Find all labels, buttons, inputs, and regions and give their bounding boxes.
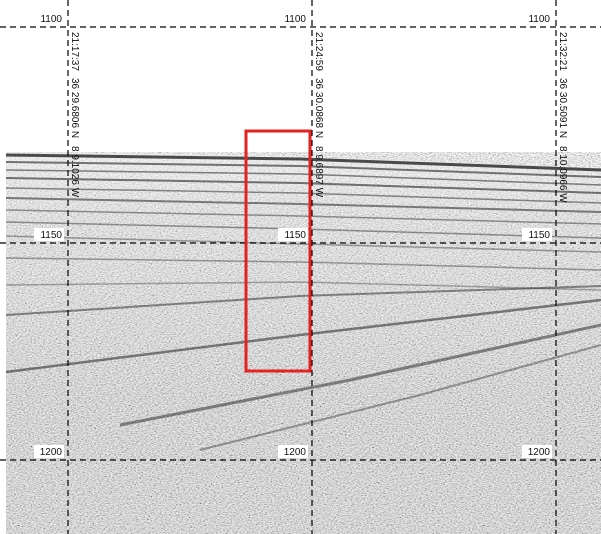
depth-label: 1100 (284, 14, 306, 25)
depth-label: 1150 (284, 230, 306, 241)
longitude-label: 8 9.6897 W (313, 146, 324, 198)
position-label: 21:24:59 36 30.0868 N 8 9.6897 W (313, 32, 324, 198)
longitude-label: 8 9.1026 W (69, 146, 80, 198)
latitude-label: 36 29.6806 N (69, 78, 80, 138)
time-label: 21:17:37 (69, 32, 80, 71)
depth-label: 1200 (284, 447, 307, 458)
time-label: 21:24:59 (313, 32, 324, 71)
depth-label: 1100 (40, 14, 62, 25)
depth-label: 1100 (528, 14, 550, 25)
position-label: 21:17:37 36 29.6806 N 8 9.1026 W (69, 32, 80, 198)
position-label: 21:32:21 36 30.5091 N 8 10.0966 W (557, 32, 568, 203)
latitude-label: 36 30.0868 N (313, 78, 324, 138)
depth-label: 1200 (40, 447, 63, 458)
depth-label: 1150 (40, 230, 62, 241)
longitude-label: 8 10.0966 W (557, 146, 568, 203)
depth-label: 1150 (528, 230, 550, 241)
seismic-profile: 1100 1150 1200 21:17:37 36 29.6806 N 8 9.1026… (0, 0, 601, 534)
depth-label: 1200 (528, 447, 551, 458)
time-label: 21:32:21 (557, 32, 568, 71)
latitude-label: 36 30.5091 N (557, 78, 568, 138)
